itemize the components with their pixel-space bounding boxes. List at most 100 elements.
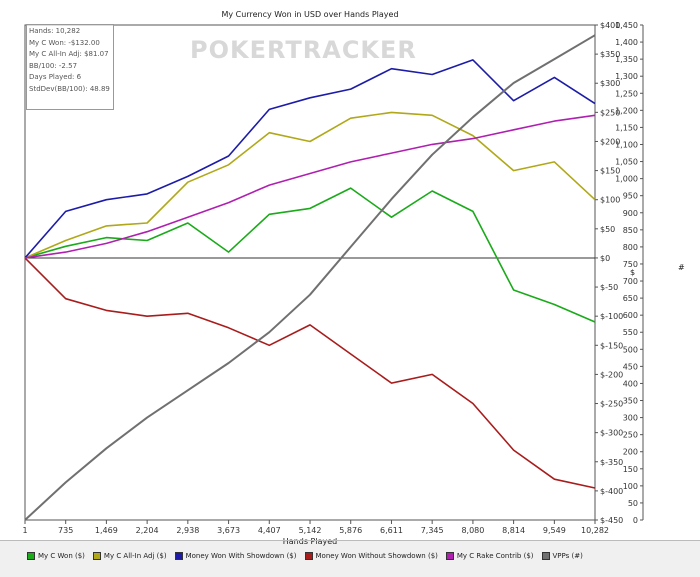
y-tick-label: $-250 [600,400,623,409]
series-line-5 [24,34,596,521]
y2-tick-label: 650 [623,294,638,303]
x-tick-label: 10,282 [581,526,609,535]
y2-tick-label: 750 [623,260,638,269]
y2-tick-label: 1,050 [615,158,638,167]
x-tick-label: 2,938 [176,526,199,535]
y2-tick-label: 1,300 [615,72,638,81]
stats-box: Hands: 10,282 My C Won: -$132.00 My C Al… [26,24,114,110]
x-axis-label: Hands Played [283,537,337,546]
legend-swatch [541,552,550,560]
y-tick-label: $100 [600,196,620,205]
stat-bb100: BB/100: -2.57 [29,61,78,70]
y2-tick-label: 1,250 [615,89,638,98]
y2-tick-label: 1,400 [615,38,638,47]
y2-tick-label: 0 [633,516,638,525]
series-line-0 [24,187,596,323]
legend-swatch [174,552,183,560]
x-tick-label: 5,142 [299,526,322,535]
y2-tick-label: 550 [623,328,638,337]
x-tick-label: 1,469 [95,526,118,535]
legend-label: VPPs (#) [552,552,583,560]
stat-days: Days Played: 6 [29,73,82,82]
legend-swatch [92,552,101,560]
y2-tick-label: 150 [623,465,638,474]
y2-tick-label: 850 [623,226,638,235]
x-tick-label: 1 [22,526,27,535]
legend-swatch [27,552,35,560]
y-tick-label: $0 [600,254,610,263]
y-tick-label: $-50 [600,283,618,292]
y-tick-label: $50 [600,225,615,234]
y2-tick-label: 800 [623,243,638,252]
stat-allin: My C All-In Adj: $81.07 [29,50,109,59]
legend-item: My C All-In Adj ($) [92,552,167,560]
legend-item: My C Rake Contrib ($) [445,552,534,560]
x-tick-label: 735 [58,526,73,535]
y-tick-label: $-100 [600,312,623,321]
legend-item: VPPs (#) [541,552,583,560]
legend-item: Money Won With Showdown ($) [174,552,297,560]
y2-tick-label: 250 [623,431,638,440]
y2-tick-label: 350 [623,397,638,406]
legend-swatch [304,552,313,560]
x-tick-label: 2,204 [136,526,159,535]
x-tick-label: 7,345 [421,526,444,535]
legend-label: Money Won With Showdown ($) [185,552,297,560]
legend-swatch [445,552,454,560]
y2-tick-label: 200 [623,448,638,457]
y2-tick-label: 50 [628,499,638,508]
y2-tick-label: 1,350 [615,55,638,64]
y-tick-label: $-300 [600,429,623,438]
chart-legend: My C Won ($) My C All-In Adj ($) Money Won… [27,547,667,565]
y-tick-label: $-400 [600,487,623,496]
y2-tick-label: 450 [623,362,638,371]
y-tick-label: $200 [600,137,620,146]
y2-tick-label: 400 [623,379,638,388]
legend-item: My C Won ($) [27,552,85,560]
y2-tick-label: 700 [623,277,638,286]
x-tick-label: 3,673 [217,526,240,535]
y2-tick-label: 950 [623,192,638,201]
y2-tick-label: 900 [623,209,638,218]
legend-item: Money Won Without Showdown ($) [304,552,438,560]
y-tick-label: $-200 [600,370,623,379]
y-tick-label: $-350 [600,458,623,467]
y2-tick-label: 600 [623,311,638,320]
y-tick-label: $400 [600,21,620,30]
y-axis-label: $ [630,268,635,277]
stat-won: My C Won: -$132.00 [29,38,100,47]
y2-tick-label: 1,450 [615,21,638,30]
stat-stddev: StdDev(BB/100): 48.89 [29,84,110,93]
y-tick-label: $-150 [600,341,623,350]
y-tick-label: $150 [600,167,620,176]
series-line-1 [24,111,596,259]
series-line-3 [24,257,596,489]
series-line-2 [24,59,596,259]
y2-tick-label: 500 [623,345,638,354]
legend-label: My C Won ($) [38,552,85,560]
legend-divider [0,540,700,541]
pokertracker-watermark: POKERTRACKER [190,36,417,64]
y2-tick-label: 1,000 [615,175,638,184]
y2-tick-label: 300 [623,414,638,423]
x-tick-label: 5,876 [339,526,362,535]
y-tick-label: $300 [600,79,620,88]
legend-label: My C Rake Contrib ($) [456,552,534,560]
y2-tick-label: 1,100 [615,140,638,149]
x-tick-label: 6,611 [380,526,403,535]
y-tick-label: $-450 [600,516,623,525]
y2-axis-label: # [678,263,685,272]
x-tick-label: 8,814 [502,526,525,535]
y2-tick-label: 100 [623,482,638,491]
y2-tick-label: 1,200 [615,106,638,115]
x-tick-label: 4,407 [258,526,281,535]
legend-label: My C All-In Adj ($) [103,552,167,560]
x-tick-label: 8,080 [461,526,484,535]
y2-tick-label: 1,150 [615,123,638,132]
series-line-4 [24,114,596,259]
legend-label: Money Won Without Showdown ($) [315,552,438,560]
chart-title: My Currency Won in USD over Hands Played [221,10,398,19]
stat-hands: Hands: 10,282 [29,27,81,35]
